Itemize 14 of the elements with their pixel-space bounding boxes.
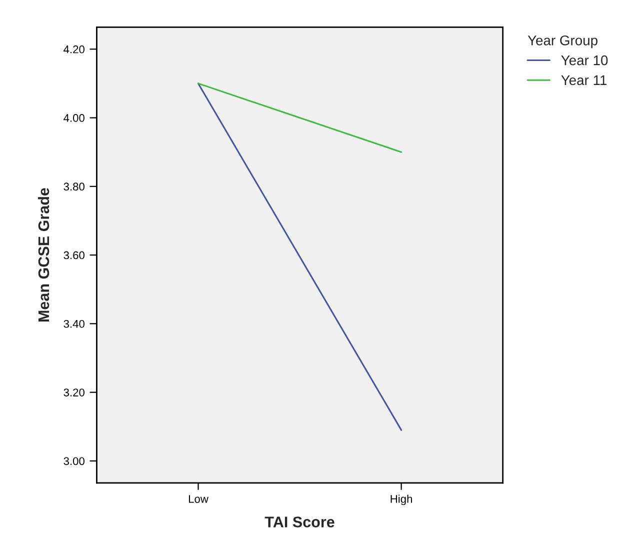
- y-tick-label: 3.80: [64, 182, 84, 191]
- y-tick-label: 3.40: [64, 320, 84, 328]
- y-tick-label: 3.00: [64, 457, 84, 466]
- x-axis-title: TAI Score: [264, 516, 334, 528]
- x-tick-label: High: [390, 494, 412, 506]
- y-axis-title: Mean GCSE Grade: [38, 188, 50, 322]
- legend-label: Year 10: [561, 55, 608, 66]
- legend-title: Year Group: [528, 35, 598, 48]
- y-tick-label: 3.20: [64, 388, 84, 396]
- y-tick-label: 4.20: [64, 45, 84, 54]
- x-tick-label: Low: [188, 495, 208, 503]
- y-tick-label: 3.60: [64, 251, 84, 260]
- y-tick-label: 4.00: [64, 114, 84, 122]
- legend-label: Year 11: [561, 75, 607, 86]
